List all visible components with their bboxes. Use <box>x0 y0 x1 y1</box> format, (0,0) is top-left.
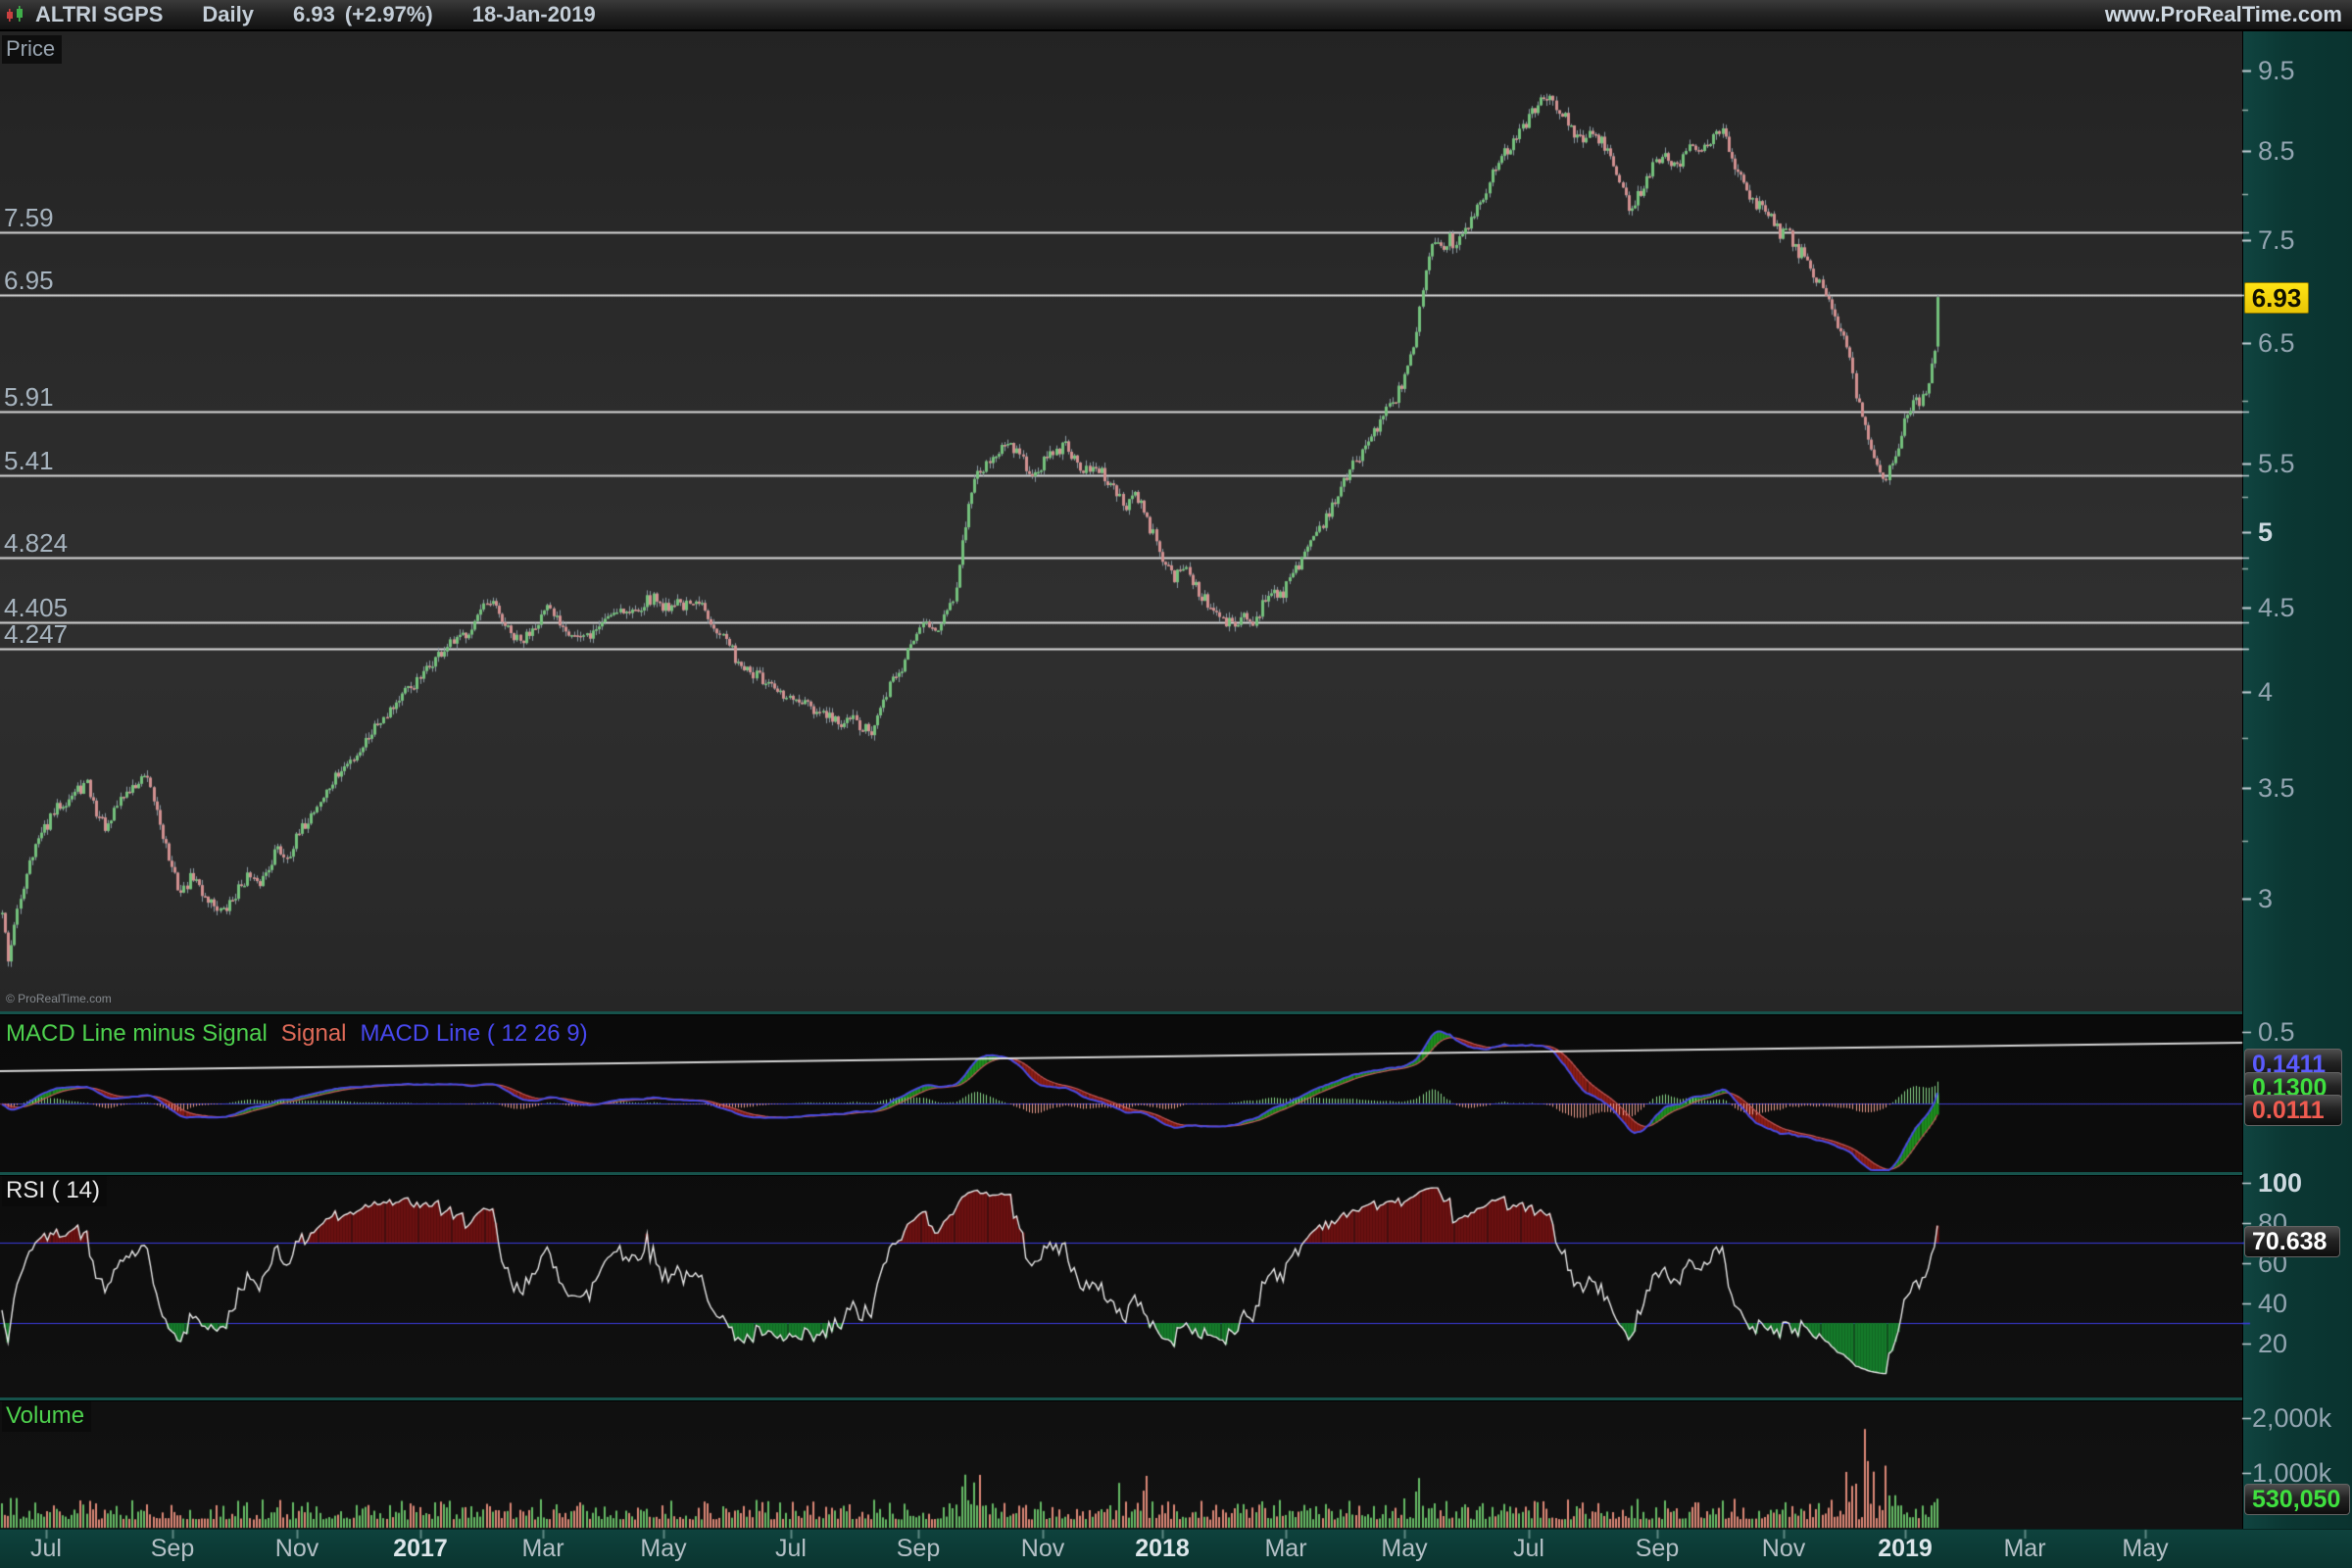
time-axis-label: 2017 <box>393 1535 448 1562</box>
price-level-label: 4.824 <box>4 528 69 558</box>
price-axis-tick: 8.5 <box>2258 136 2295 166</box>
price-axis-tick: 3.5 <box>2258 773 2295 803</box>
time-axis-label: 2018 <box>1135 1535 1190 1562</box>
time-axis-label: Nov <box>274 1535 319 1562</box>
time-axis-label: 2019 <box>1878 1535 1933 1562</box>
price-axis-tick: 6.5 <box>2258 328 2295 358</box>
last-price-axis-badge: 6.93 <box>2244 282 2309 314</box>
time-axis-label: Sep <box>150 1535 195 1562</box>
price-axis-tick: 5.5 <box>2258 449 2295 478</box>
rsi-axis-tick: 40 <box>2258 1289 2288 1318</box>
time-axis-label: Sep <box>1635 1535 1680 1562</box>
macd-legend: MACD Line minus Signal Signal MACD Line … <box>2 1019 595 1050</box>
macd-line-label[interactable]: MACD Line ( 12 26 9) <box>356 1019 595 1050</box>
rsi-value-badge: 70.638 <box>2244 1226 2340 1257</box>
macd-axis-tick: 0.5 <box>2258 1017 2295 1047</box>
time-axis-label: Mar <box>1264 1535 1307 1562</box>
price-axis-tick: 5 <box>2258 517 2274 547</box>
price-panel-label: Price <box>2 35 63 64</box>
rsi-axis-tick: 100 <box>2258 1168 2303 1198</box>
time-axis-label: Jul <box>775 1535 807 1562</box>
price-level-label: 6.95 <box>4 266 54 295</box>
macd-hist-label[interactable]: MACD Line minus Signal <box>2 1019 274 1050</box>
time-axis-label: May <box>1381 1535 1428 1562</box>
time-axis-label: Sep <box>896 1535 941 1562</box>
price-axis-tick: 4 <box>2258 677 2274 707</box>
price-axis-tick: 4.5 <box>2258 593 2295 622</box>
macd-signal-value-badge: 0.0111 <box>2244 1095 2342 1126</box>
time-axis-label: Jul <box>1513 1535 1544 1562</box>
price-level-label: 4.247 <box>4 619 69 649</box>
macd-signal-label[interactable]: Signal <box>276 1019 354 1050</box>
time-axis-label: May <box>640 1535 687 1562</box>
volume-panel-label[interactable]: Volume <box>2 1401 92 1432</box>
volume-value-badge: 530,050 <box>2244 1484 2350 1515</box>
price-level-label: 4.405 <box>4 593 69 622</box>
copyright-text: © ProRealTime.com <box>6 992 112 1005</box>
price-axis-tick: 9.5 <box>2258 56 2295 85</box>
rsi-panel-label[interactable]: RSI ( 14) <box>2 1176 108 1206</box>
price-level-label: 5.91 <box>4 382 54 412</box>
time-axis-label: Nov <box>1761 1535 1806 1562</box>
volume-axis-tick: 2,000k <box>2252 1403 2332 1433</box>
time-axis-label: Mar <box>2003 1535 2046 1562</box>
volume-axis-tick: 1,000k <box>2252 1458 2332 1488</box>
price-level-label: 7.59 <box>4 203 54 232</box>
price-level-label: 5.41 <box>4 446 54 475</box>
time-axis-label: Jul <box>30 1535 62 1562</box>
price-axis-tick: 3 <box>2258 884 2274 913</box>
rsi-axis-tick: 20 <box>2258 1329 2288 1358</box>
price-axis-tick: 7.5 <box>2258 225 2295 255</box>
time-axis-label: May <box>2122 1535 2169 1562</box>
time-axis-label: Nov <box>1020 1535 1065 1562</box>
time-axis-label: Mar <box>521 1535 564 1562</box>
